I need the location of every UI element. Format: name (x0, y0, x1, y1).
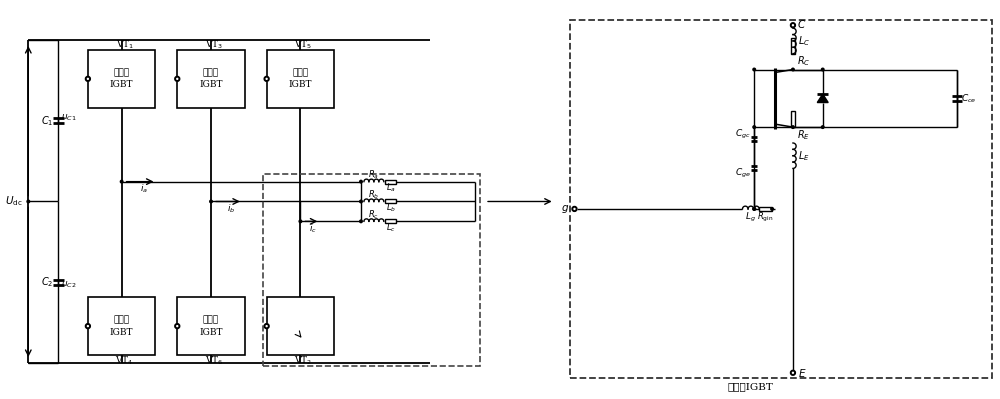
Text: $i_c$: $i_c$ (309, 223, 317, 235)
Circle shape (753, 68, 756, 71)
Text: $L_b$: $L_b$ (386, 201, 396, 214)
Text: $L_g$: $L_g$ (745, 211, 756, 224)
Text: $C_{gc}$: $C_{gc}$ (735, 128, 751, 141)
Bar (791, 38, 795, 53)
Circle shape (86, 77, 90, 81)
Bar (570, 20, 992, 378)
Text: $i_b$: $i_b$ (227, 203, 235, 215)
Circle shape (175, 77, 179, 81)
Text: 非理想: 非理想 (114, 68, 130, 77)
Text: VT$_4$: VT$_4$ (115, 355, 134, 367)
Text: IGBT: IGBT (289, 80, 312, 89)
Circle shape (753, 207, 756, 210)
Text: $i_a$: $i_a$ (140, 183, 147, 196)
Bar (267, 50, 334, 108)
Bar (385, 180, 396, 184)
Text: $C_{ge}$: $C_{ge}$ (735, 166, 751, 180)
Circle shape (572, 207, 577, 211)
Circle shape (299, 220, 302, 223)
Circle shape (210, 200, 212, 203)
Circle shape (175, 324, 179, 328)
Text: $U_{\rm dc}$: $U_{\rm dc}$ (5, 195, 22, 208)
Text: 非理想: 非理想 (114, 316, 130, 325)
Text: IGBT: IGBT (199, 80, 223, 89)
Text: $L_a$: $L_a$ (386, 182, 396, 194)
Bar (88, 297, 155, 355)
Text: IGBT: IGBT (110, 80, 133, 89)
Text: VT$_3$: VT$_3$ (205, 39, 223, 51)
Text: $C_2$: $C_2$ (41, 275, 53, 289)
Text: $C_1$: $C_1$ (41, 114, 53, 128)
Circle shape (360, 180, 362, 183)
Text: VT$_5$: VT$_5$ (294, 39, 312, 51)
Bar (177, 50, 245, 108)
Text: IGBT: IGBT (110, 328, 133, 337)
Text: $L_E$: $L_E$ (798, 149, 810, 163)
Circle shape (771, 207, 773, 210)
Circle shape (753, 126, 756, 128)
Circle shape (753, 207, 756, 210)
Bar (177, 297, 245, 355)
Circle shape (264, 77, 269, 81)
Bar (385, 200, 396, 203)
Text: $R_c$: $R_c$ (368, 208, 379, 221)
Text: $g$: $g$ (561, 203, 570, 215)
Circle shape (264, 324, 269, 328)
Text: $R_a$: $R_a$ (368, 168, 379, 181)
Bar (385, 219, 396, 223)
Circle shape (792, 126, 794, 128)
Circle shape (791, 371, 795, 375)
Text: $R_C$: $R_C$ (797, 55, 811, 69)
Text: $u_{C2}$: $u_{C2}$ (61, 280, 77, 290)
Text: $R_E$: $R_E$ (797, 128, 810, 142)
Text: VT$_6$: VT$_6$ (205, 355, 223, 367)
Text: IGBT: IGBT (199, 328, 223, 337)
Bar (263, 174, 480, 366)
Bar (267, 297, 334, 355)
Text: $u_{C1}$: $u_{C1}$ (61, 113, 77, 123)
Bar (759, 207, 772, 211)
Circle shape (792, 68, 794, 71)
Text: VT$_1$: VT$_1$ (116, 39, 134, 51)
Text: 非理想: 非理想 (203, 68, 219, 77)
Text: $L_C$: $L_C$ (798, 34, 810, 48)
Text: 非理想: 非理想 (203, 316, 219, 325)
Text: 非理想: 非理想 (292, 68, 308, 77)
Text: $L_c$: $L_c$ (386, 221, 396, 234)
Circle shape (360, 220, 362, 223)
Text: VT$_2$: VT$_2$ (294, 355, 312, 367)
Circle shape (120, 180, 123, 183)
Circle shape (791, 23, 795, 28)
Circle shape (360, 200, 362, 203)
Text: $R_b$: $R_b$ (368, 188, 380, 201)
Text: $C_{ce}$: $C_{ce}$ (961, 92, 976, 105)
Text: $E$: $E$ (798, 367, 806, 379)
Polygon shape (302, 321, 312, 329)
Text: 非理想IGBT: 非理想IGBT (728, 382, 774, 391)
Circle shape (86, 324, 90, 328)
Text: $C$: $C$ (797, 18, 806, 30)
Circle shape (27, 200, 30, 203)
Polygon shape (817, 94, 828, 103)
Circle shape (821, 126, 824, 128)
Text: $R_{\rm gin}$: $R_{\rm gin}$ (757, 211, 774, 224)
Bar (791, 111, 795, 127)
Bar (88, 50, 155, 108)
Circle shape (821, 68, 824, 71)
